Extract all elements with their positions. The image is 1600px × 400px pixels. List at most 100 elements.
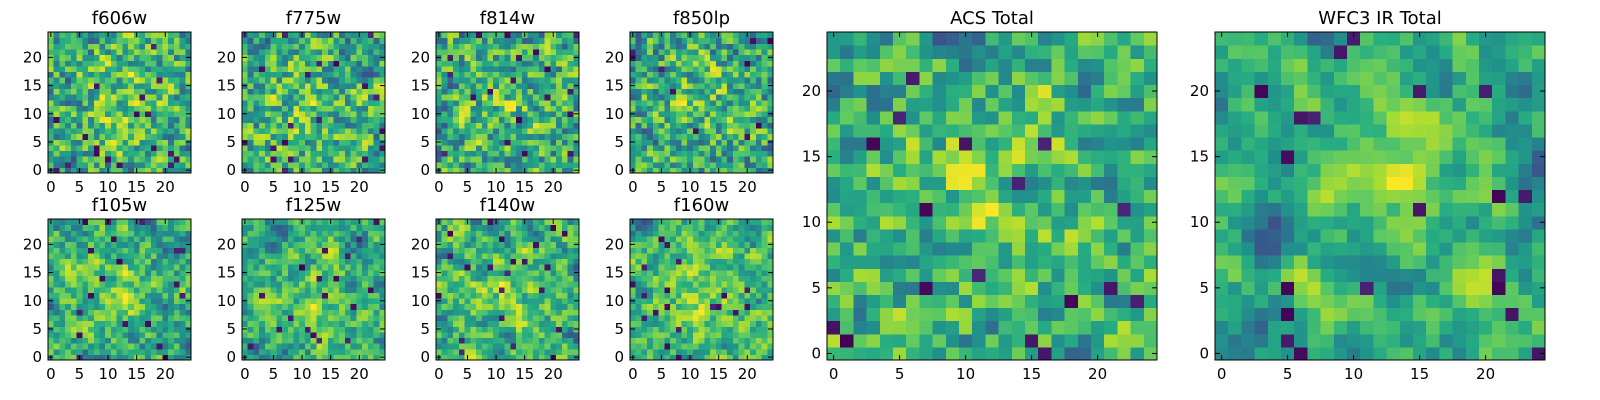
heatmap-cell [327,247,335,254]
heatmap-cell [150,161,158,168]
heatmap-cell [247,161,255,168]
heatmap-cell [293,54,300,61]
heatmap-cell [327,297,335,305]
heatmap-cell [287,235,295,243]
heatmap-cell [173,320,181,327]
heatmap-cell [738,348,745,355]
heatmap-cell [162,71,169,78]
y-tick-label: 10 [23,292,42,310]
heatmap-cell [647,167,654,174]
heatmap-cell [282,48,289,56]
heatmap-cell [116,48,123,56]
heatmap-cell [567,247,574,254]
heatmap-cell [299,230,306,237]
heatmap-cell [128,235,135,243]
heatmap-cell [65,235,72,243]
heatmap-cell [379,320,386,327]
heatmap-cell [322,60,329,67]
heatmap-cell [470,354,477,361]
heatmap-cell [264,314,272,322]
heatmap-cell [116,133,123,140]
heatmap-cell [516,219,523,226]
heatmap-cell [316,77,323,84]
heatmap-cell [732,292,740,299]
heatmap-cell [139,37,146,44]
heatmap-cell [550,326,557,333]
heatmap-cell [721,48,728,56]
heatmap-cell [162,122,169,129]
heatmap-cell [476,88,483,95]
heatmap-cell [516,247,523,254]
heatmap-cell [116,354,123,361]
heatmap-cell [379,224,386,231]
heatmap-cell [367,235,375,243]
heatmap-cell [247,32,255,39]
heatmap-cell [647,65,654,73]
heatmap-cell [367,65,375,73]
heatmap-cell [48,252,55,260]
heatmap-cell [93,230,101,237]
heatmap-cell [333,309,340,316]
heatmap-cell [641,88,648,95]
heatmap-cell [527,292,534,299]
heatmap-cell [156,37,163,44]
heatmap-cell [322,281,329,288]
heatmap-cell [82,297,89,305]
heatmap-cell [99,241,106,248]
heatmap-cell [362,88,369,95]
heatmap-cell [82,275,89,282]
heatmap-cell [641,94,648,101]
heatmap-cell [179,88,186,95]
heatmap-cell [350,156,357,163]
heatmap-cell [567,292,574,299]
heatmap-cell [675,122,683,129]
heatmap-cell [88,219,95,226]
heatmap-cell [333,275,340,282]
heatmap-cell [510,99,517,106]
heatmap-cell [122,116,129,123]
heatmap-cell [99,71,106,78]
heatmap-cell [293,43,300,50]
heatmap-cell [436,144,443,152]
heatmap-cell [53,161,61,168]
heatmap-cell [493,269,500,276]
heatmap-cell [538,230,546,237]
heatmap-cell [767,292,774,299]
heatmap-cell [173,230,181,237]
heatmap-cell [721,161,728,168]
heatmap-cell [304,224,312,231]
heatmap-cell [93,354,101,361]
heatmap-cell [458,258,466,265]
heatmap-cell [538,48,546,56]
heatmap-cell [133,88,141,95]
heatmap-cell [761,37,768,44]
heatmap-cell [327,224,335,231]
heatmap-cell [93,224,101,231]
heatmap-cell [116,60,123,67]
heatmap-cell [293,354,300,361]
heatmap-cell [150,32,158,39]
heatmap-cell [59,150,66,157]
heatmap-cell [150,65,158,73]
heatmap-cell [493,241,500,248]
heatmap-cell [344,94,352,101]
heatmap-cell [316,309,323,316]
heatmap-cell [692,337,700,344]
heatmap-cell [647,326,654,333]
heatmap-cell [128,48,135,56]
heatmap-cell [310,60,317,67]
heatmap-cell [179,161,186,168]
heatmap-cell [538,82,546,89]
heatmap-cell [333,303,340,310]
heatmap-cell [145,65,152,73]
heatmap-cell [652,337,660,344]
heatmap-cell [48,281,55,288]
heatmap-cell [173,219,181,226]
heatmap-cell [150,60,158,67]
heatmap-cell [65,258,72,265]
heatmap-cell [373,82,380,89]
heatmap-cell [670,150,677,157]
heatmap-cell [521,292,529,299]
heatmap-cell [362,71,369,78]
heatmap-cell [561,224,569,231]
